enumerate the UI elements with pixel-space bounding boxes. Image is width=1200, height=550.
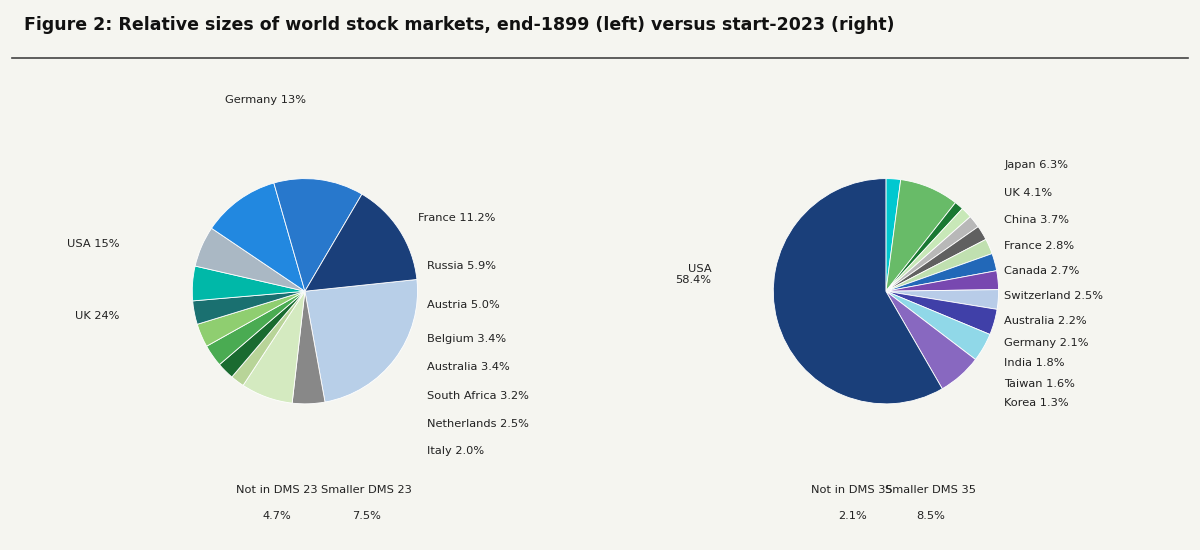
Wedge shape xyxy=(305,279,418,402)
Text: 2.1%: 2.1% xyxy=(838,511,866,521)
Text: 7.5%: 7.5% xyxy=(353,511,382,521)
Wedge shape xyxy=(886,217,978,292)
Text: Netherlands 2.5%: Netherlands 2.5% xyxy=(426,419,528,429)
Text: UK 24%: UK 24% xyxy=(74,311,119,321)
Wedge shape xyxy=(197,292,305,346)
Wedge shape xyxy=(220,292,305,377)
Text: Australia 2.2%: Australia 2.2% xyxy=(1004,316,1087,326)
Wedge shape xyxy=(886,254,997,292)
Wedge shape xyxy=(886,239,992,292)
Text: Not in DMS 35: Not in DMS 35 xyxy=(811,485,893,495)
Text: Japan 6.3%: Japan 6.3% xyxy=(1004,160,1068,170)
Text: 8.5%: 8.5% xyxy=(917,511,946,521)
Wedge shape xyxy=(886,290,998,309)
Wedge shape xyxy=(886,292,976,389)
Text: Italy 2.0%: Italy 2.0% xyxy=(426,446,484,456)
Text: Korea 1.3%: Korea 1.3% xyxy=(1004,398,1069,408)
Text: China 3.7%: China 3.7% xyxy=(1004,215,1069,226)
Wedge shape xyxy=(886,292,997,334)
Text: Belgium 3.4%: Belgium 3.4% xyxy=(426,333,505,344)
Wedge shape xyxy=(886,208,971,292)
Wedge shape xyxy=(232,292,305,386)
Text: India 1.8%: India 1.8% xyxy=(1004,358,1064,368)
Text: Switzerland 2.5%: Switzerland 2.5% xyxy=(1004,291,1103,301)
Wedge shape xyxy=(886,202,962,292)
Wedge shape xyxy=(274,179,362,292)
Text: Austria 5.0%: Austria 5.0% xyxy=(426,300,499,310)
Wedge shape xyxy=(886,180,955,292)
Wedge shape xyxy=(244,292,305,403)
Wedge shape xyxy=(305,194,416,292)
Wedge shape xyxy=(886,179,901,292)
Text: Germany 2.1%: Germany 2.1% xyxy=(1004,338,1088,348)
Wedge shape xyxy=(211,183,305,292)
Text: South Africa 3.2%: South Africa 3.2% xyxy=(426,391,528,401)
Text: France 11.2%: France 11.2% xyxy=(418,213,494,223)
Text: Russia 5.9%: Russia 5.9% xyxy=(426,261,496,272)
Text: Australia 3.4%: Australia 3.4% xyxy=(426,362,509,372)
Wedge shape xyxy=(192,266,305,301)
Text: Germany 13%: Germany 13% xyxy=(224,95,306,106)
Text: Not in DMS 23: Not in DMS 23 xyxy=(236,485,318,495)
Wedge shape xyxy=(193,292,305,324)
Wedge shape xyxy=(886,292,990,360)
Wedge shape xyxy=(886,271,998,292)
Text: 4.7%: 4.7% xyxy=(263,511,292,521)
Text: Smaller DMS 23: Smaller DMS 23 xyxy=(322,485,413,495)
Wedge shape xyxy=(886,227,986,292)
Text: Taiwan 1.6%: Taiwan 1.6% xyxy=(1004,378,1075,389)
Text: Smaller DMS 35: Smaller DMS 35 xyxy=(886,485,977,495)
Text: USA 15%: USA 15% xyxy=(66,239,119,249)
Wedge shape xyxy=(206,292,305,365)
Wedge shape xyxy=(196,228,305,292)
Text: UK 4.1%: UK 4.1% xyxy=(1004,188,1052,198)
Text: Canada 2.7%: Canada 2.7% xyxy=(1004,266,1080,276)
Text: France 2.8%: France 2.8% xyxy=(1004,241,1074,251)
Text: Figure 2: Relative sizes of world stock markets, end-1899 (left) versus start-20: Figure 2: Relative sizes of world stock … xyxy=(24,16,894,35)
Wedge shape xyxy=(773,179,942,404)
Text: USA
58.4%: USA 58.4% xyxy=(676,263,712,285)
Wedge shape xyxy=(292,292,325,404)
